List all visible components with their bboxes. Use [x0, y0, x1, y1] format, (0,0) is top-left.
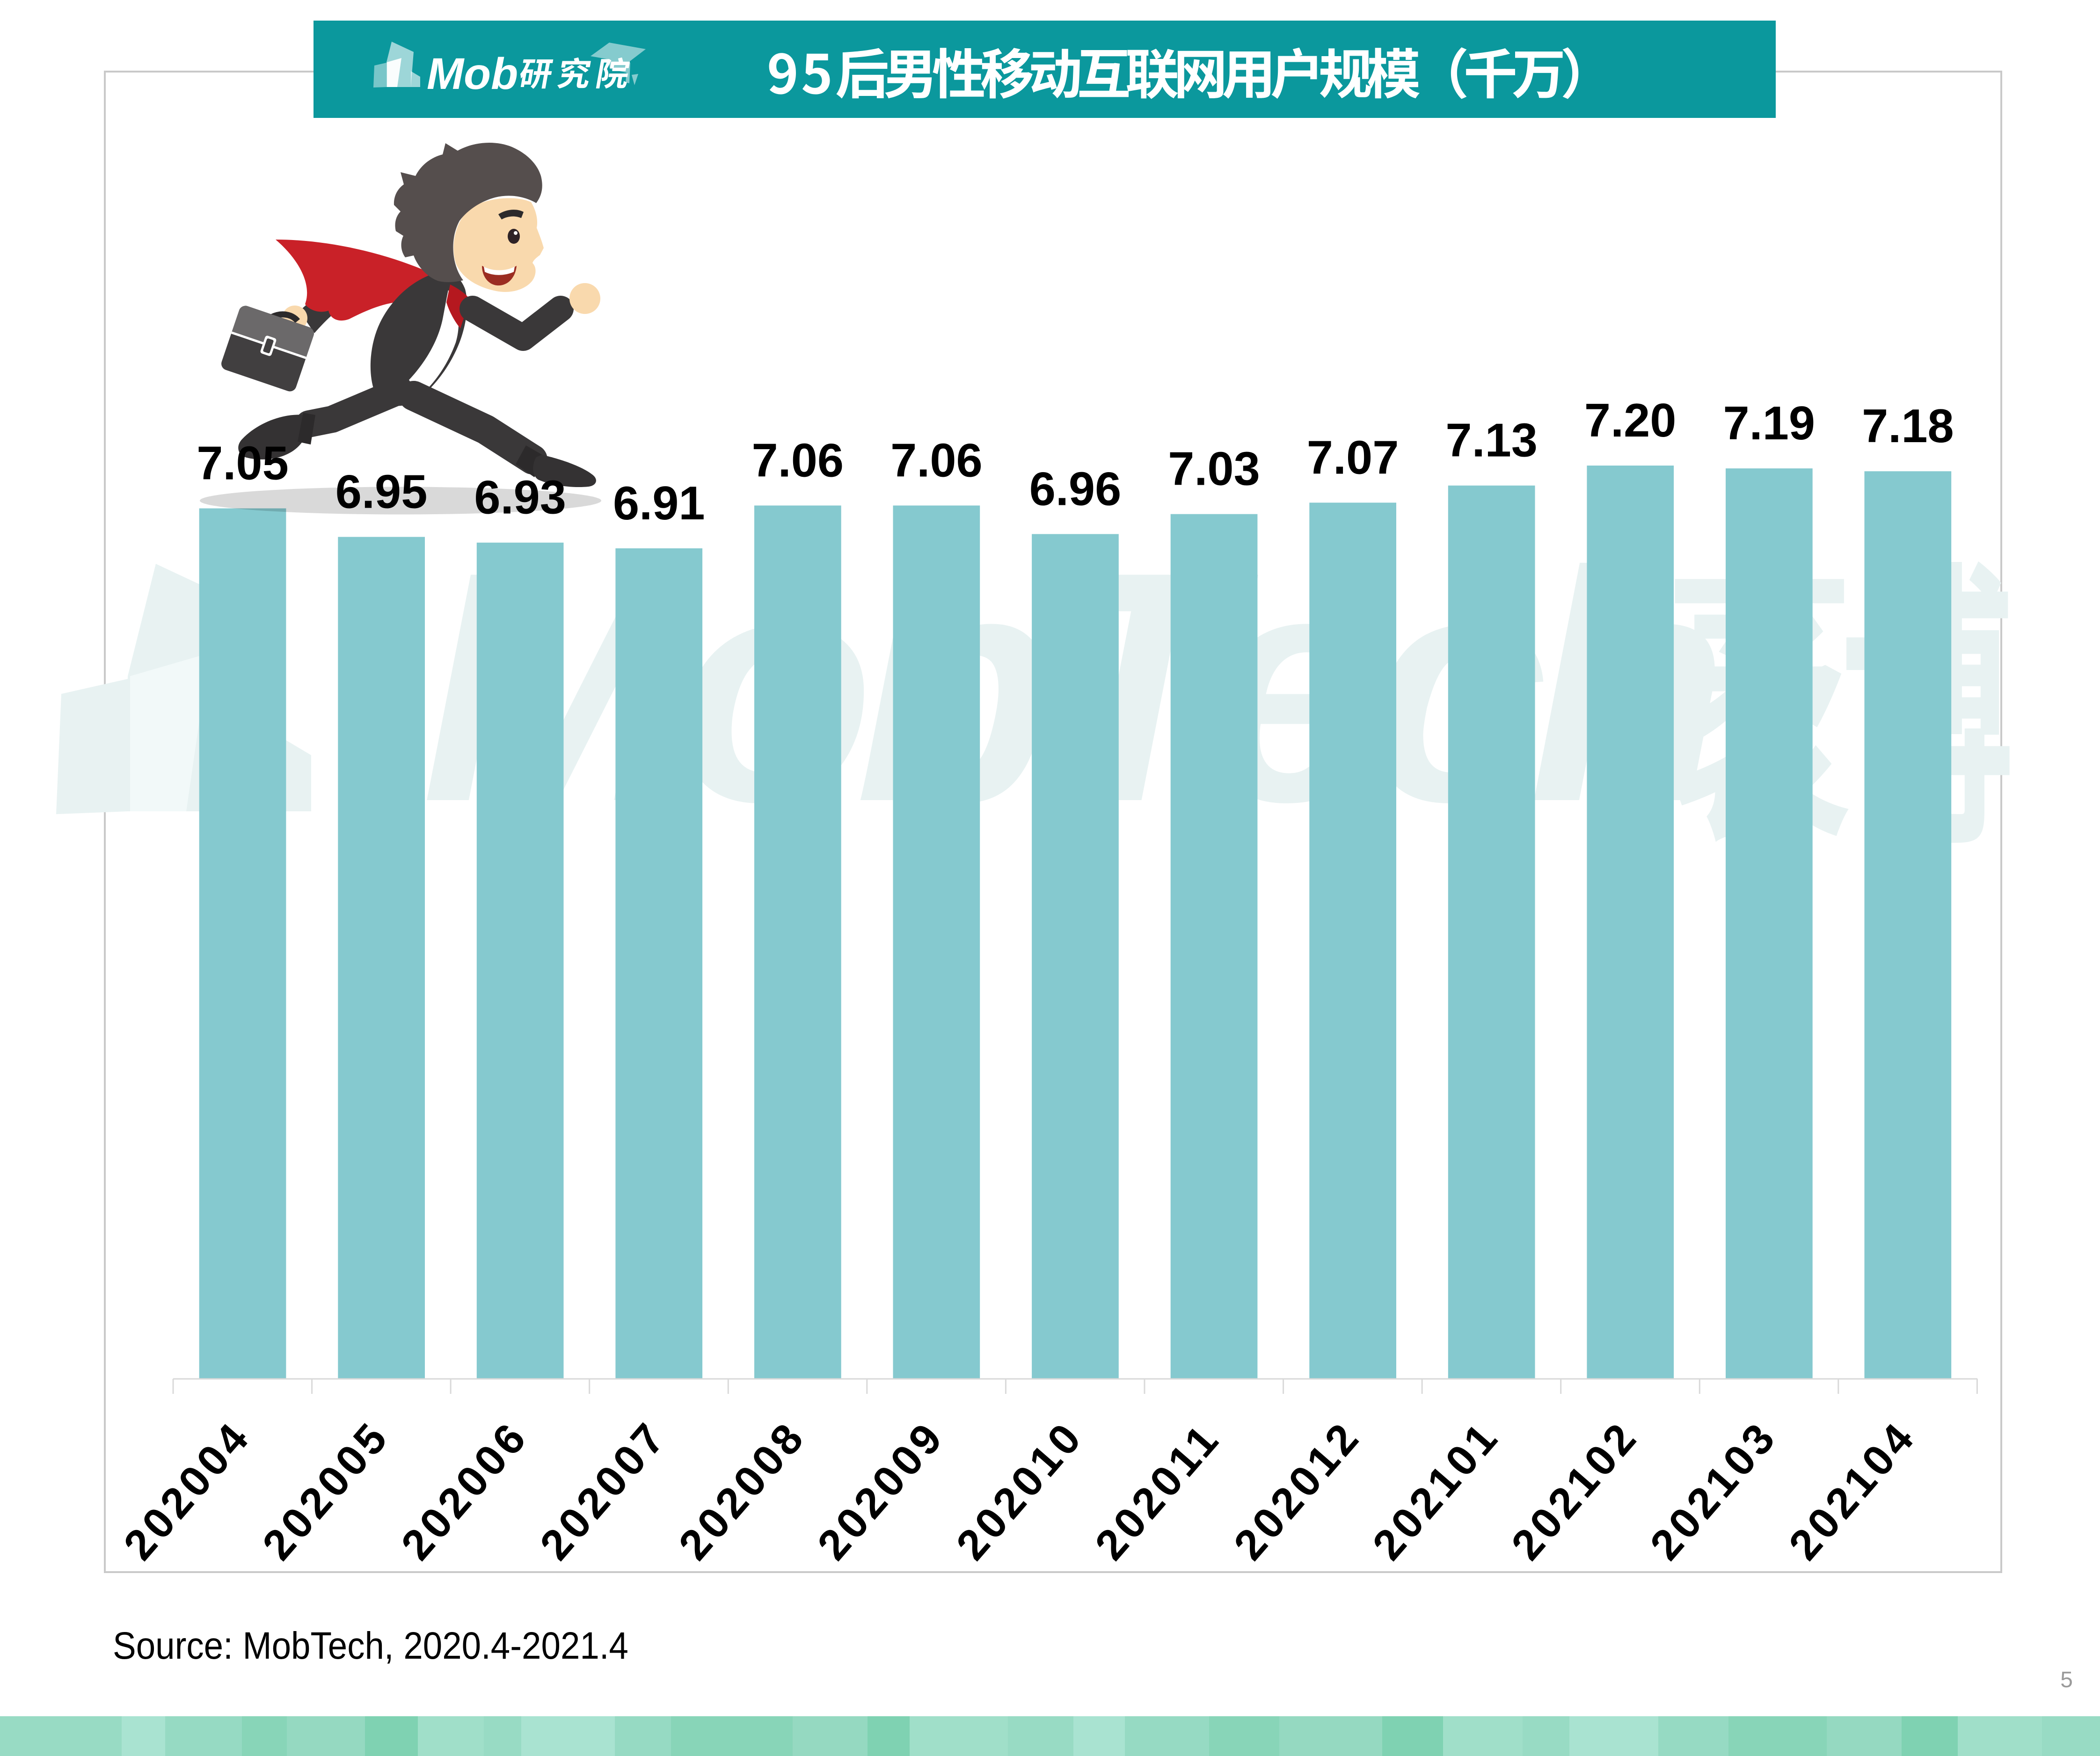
svg-text:Mob: Mob	[427, 49, 518, 99]
svg-text:7.19: 7.19	[1723, 397, 1816, 450]
svg-text:Source: MobTech, 2020.4-2021: Source: MobTech, 2020.4-2021.4	[113, 1625, 628, 1667]
svg-text:7.06: 7.06	[752, 434, 844, 487]
svg-text:6.91: 6.91	[613, 477, 705, 530]
svg-text:7.05: 7.05	[197, 437, 289, 490]
svg-text:6.96: 6.96	[1029, 463, 1122, 515]
svg-text:5: 5	[2060, 1668, 2073, 1692]
svg-text:7.06: 7.06	[890, 434, 983, 487]
svg-text:7.07: 7.07	[1307, 431, 1399, 484]
svg-text:7.13: 7.13	[1445, 415, 1538, 467]
svg-text:7.20: 7.20	[1584, 394, 1677, 447]
svg-text:7.03: 7.03	[1168, 443, 1260, 495]
svg-text:6.93: 6.93	[474, 472, 566, 524]
svg-text:7.18: 7.18	[1862, 400, 1954, 452]
svg-text:6.95: 6.95	[335, 466, 428, 518]
